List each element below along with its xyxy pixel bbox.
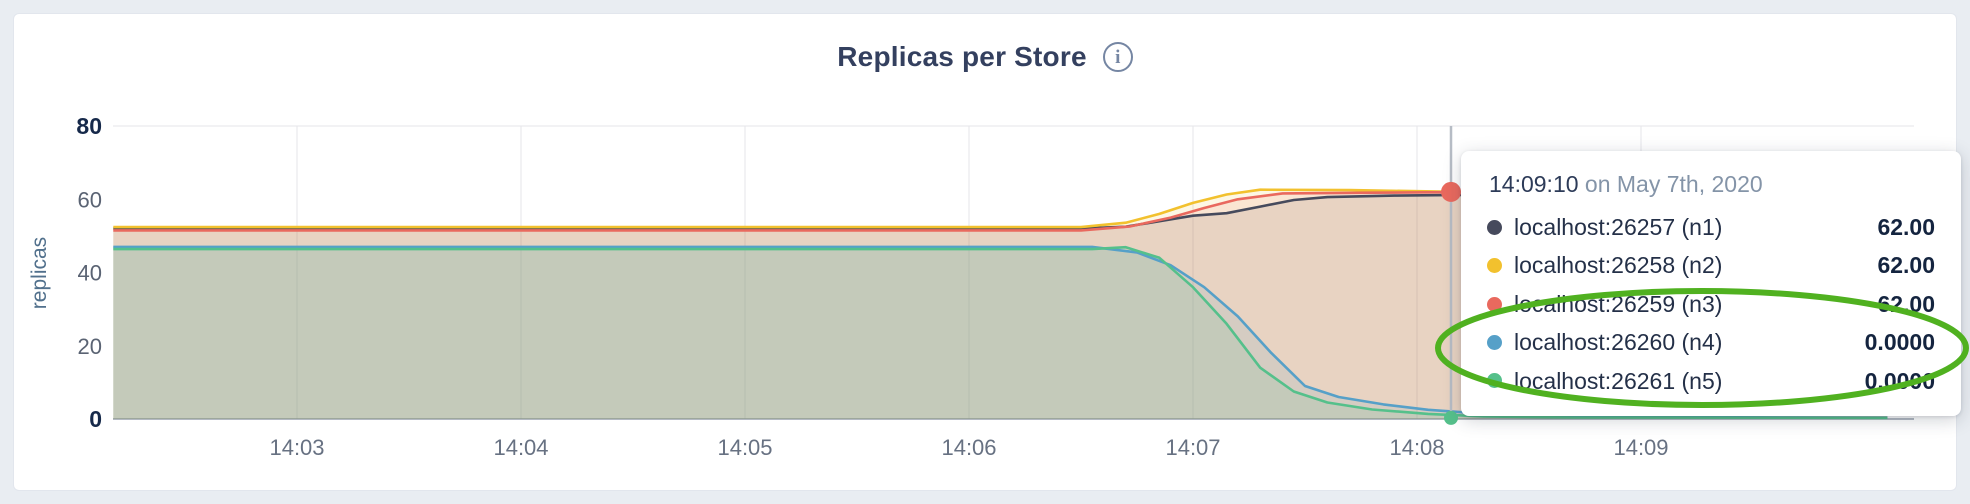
tooltip-row: localhost:26260 (n4) 0.0000 xyxy=(1487,323,1935,361)
tooltip-row: localhost:26259 (n3) 62.00 xyxy=(1487,285,1935,323)
tooltip-series-value: 0.0000 xyxy=(1864,367,1935,394)
series-area xyxy=(113,247,1888,419)
tooltip-series-value: 0.0000 xyxy=(1864,329,1935,356)
series-color-dot xyxy=(1487,335,1502,351)
y-tick-label: 20 xyxy=(78,334,102,359)
crosshair-marker xyxy=(1441,181,1461,202)
x-tick-label: 14:03 xyxy=(269,435,324,460)
y-tick-label: 60 xyxy=(78,187,102,212)
x-tick-label: 14:06 xyxy=(941,435,996,460)
tooltip-header: 14:09:10 on May 7th, 2020 xyxy=(1489,171,1935,198)
series-area xyxy=(113,246,1888,419)
tooltip-date: on May 7th, 2020 xyxy=(1578,171,1763,197)
series-line xyxy=(113,190,1888,232)
y-axis-title: replicas xyxy=(28,237,51,309)
x-tick-label: 14:05 xyxy=(717,435,772,460)
replicas-per-store-panel: Replicas per Store i 14:03 14:04 14:05 14:0… xyxy=(13,13,1969,491)
y-tick-label: 40 xyxy=(78,261,102,286)
crosshair-marker xyxy=(1444,410,1458,425)
tooltip-row: localhost:26257 (n1) 62.00 xyxy=(1487,208,1935,246)
chart-tooltip: 14:09:10 on May 7th, 2020 localhost:2625… xyxy=(1461,151,1961,417)
tooltip-series-value: 62.00 xyxy=(1877,290,1935,317)
info-icon[interactable]: i xyxy=(1102,42,1133,72)
x-tick-label: 14:07 xyxy=(1165,435,1220,460)
tooltip-series-label: localhost:26257 (n1) xyxy=(1514,214,1723,240)
tooltip-row: localhost:26258 (n2) 62.00 xyxy=(1487,246,1935,284)
tooltip-series-label: localhost:26260 (n4) xyxy=(1514,329,1723,356)
tooltip-series-label: localhost:26259 (n3) xyxy=(1514,290,1723,317)
tooltip-series-label: localhost:26261 (n5) xyxy=(1514,367,1723,394)
tooltip-series-value: 62.00 xyxy=(1877,252,1935,279)
series-line xyxy=(113,188,1888,229)
tooltip-series-label: localhost:26258 (n2) xyxy=(1514,252,1723,279)
x-tick-label: 14:04 xyxy=(493,435,548,460)
tooltip-series-value: 62.00 xyxy=(1877,214,1935,240)
tooltip-rows: localhost:26257 (n1) 62.00 localhost:26258… xyxy=(1487,208,1935,400)
x-tick-label: 14:09 xyxy=(1613,435,1668,460)
x-tick-label: 14:08 xyxy=(1389,435,1444,460)
series-color-dot xyxy=(1487,219,1502,235)
y-tick-label: 80 xyxy=(76,113,102,139)
tooltip-row: localhost:26261 (n5) 0.0000 xyxy=(1487,362,1935,400)
series-color-dot xyxy=(1487,373,1502,389)
panel-header: Replicas per Store i xyxy=(14,41,1956,73)
chart-title: Replicas per Store xyxy=(837,41,1087,72)
series-color-dot xyxy=(1487,258,1502,274)
y-tick-label: 0 xyxy=(89,406,102,432)
tooltip-time: 14:09:10 xyxy=(1489,171,1579,197)
series-color-dot xyxy=(1487,296,1502,312)
